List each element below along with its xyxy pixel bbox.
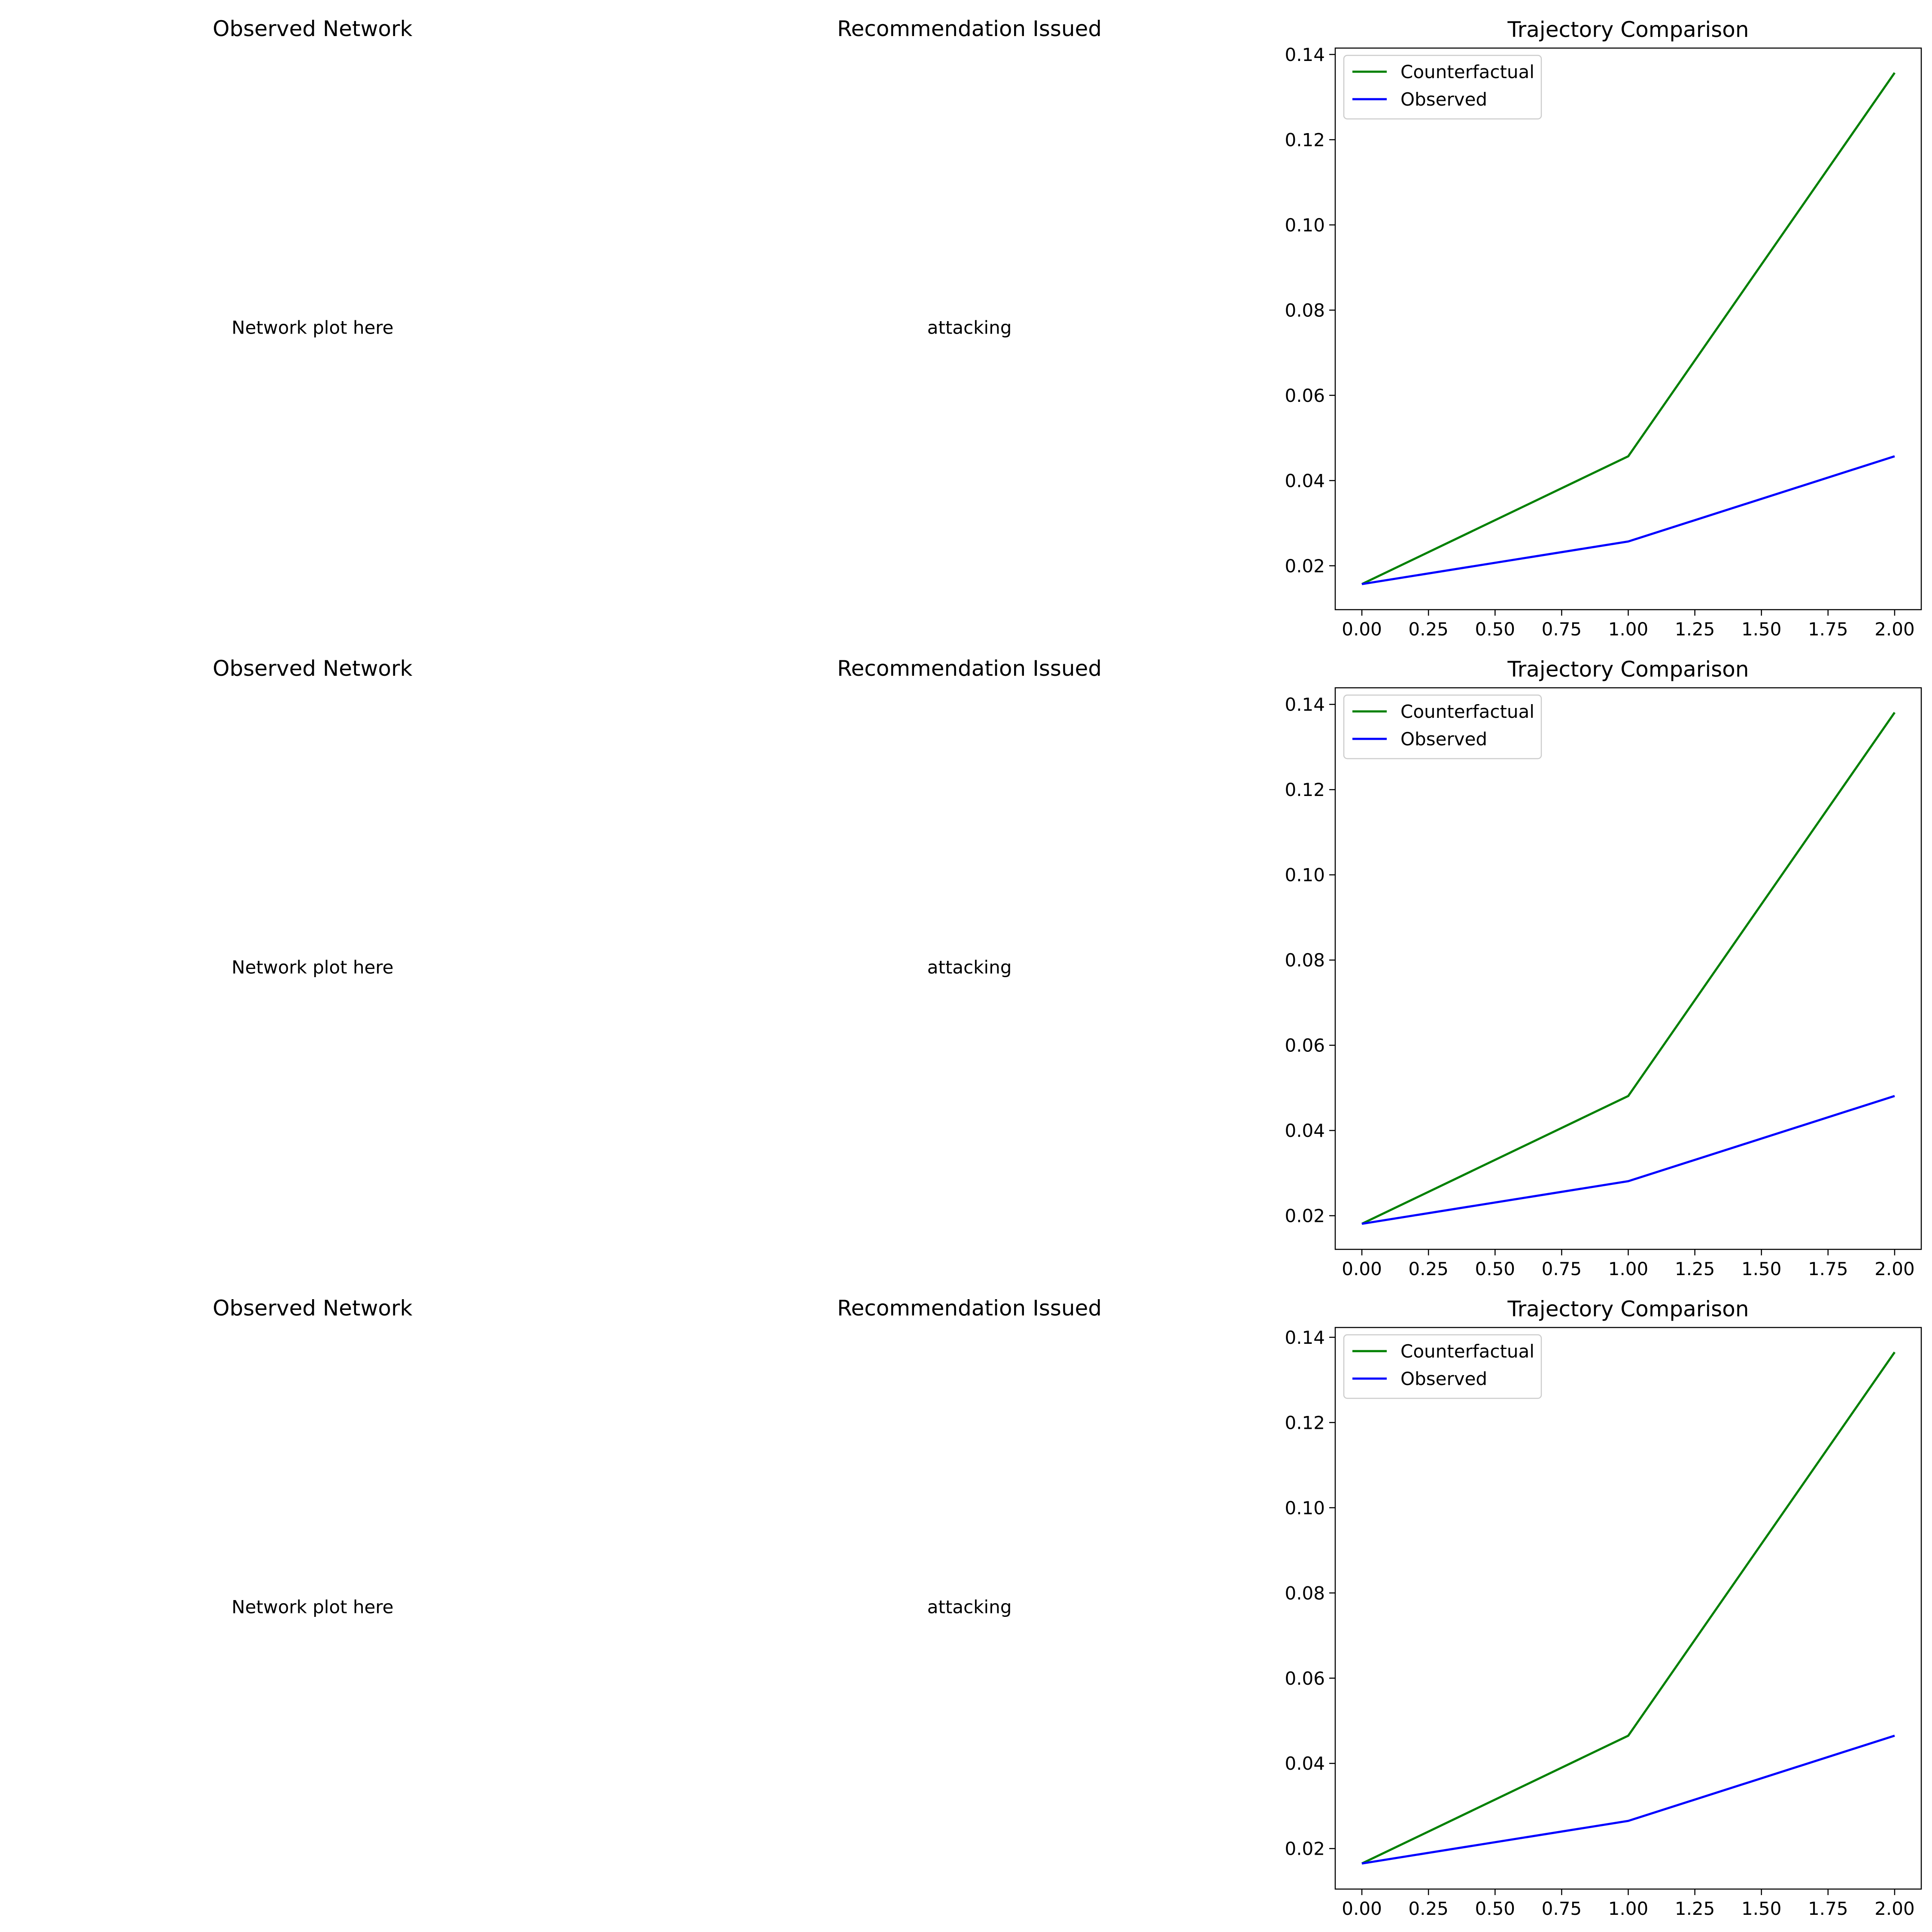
y-tick-label: 0.12 bbox=[1285, 1412, 1325, 1433]
recommendation-text: attacking bbox=[927, 1596, 1012, 1618]
legend-label-counterfactual: Counterfactual bbox=[1400, 701, 1534, 722]
series-line-observed bbox=[1361, 1095, 1895, 1225]
y-tick-label: 0.06 bbox=[1285, 385, 1325, 406]
series-line-counterfactual bbox=[1361, 712, 1896, 1225]
chart-title: Trajectory Comparison bbox=[1507, 1297, 1749, 1321]
y-tick-label: 0.10 bbox=[1285, 865, 1325, 886]
legend-box bbox=[1343, 55, 1542, 120]
legend: Counterfactual Observed bbox=[1343, 55, 1542, 120]
network-panel-title: Observed Network bbox=[213, 1296, 413, 1321]
legend-label-counterfactual: Counterfactual bbox=[1400, 1341, 1534, 1362]
x-tick-label: 1.75 bbox=[1808, 1258, 1848, 1279]
y-tick-label: 0.08 bbox=[1285, 950, 1325, 971]
y-tick-label: 0.02 bbox=[1285, 1206, 1325, 1227]
y-tick-label: 0.02 bbox=[1285, 556, 1325, 577]
y-tick-label: 0.12 bbox=[1285, 129, 1325, 150]
figure-row-2: Observed Network Network plot here Recom… bbox=[0, 640, 1932, 1279]
x-tick-label: 1.50 bbox=[1741, 1898, 1782, 1919]
recommendation-text: attacking bbox=[927, 317, 1012, 338]
y-tick-label: 0.14 bbox=[1285, 694, 1325, 715]
y-tick-label: 0.12 bbox=[1285, 779, 1325, 800]
recommendation-panel-title: Recommendation Issued bbox=[837, 656, 1102, 681]
x-tick-label: 1.25 bbox=[1675, 619, 1715, 640]
x-tick-label: 0.25 bbox=[1408, 1898, 1449, 1919]
plot-area-frame bbox=[1334, 687, 1922, 1250]
legend-label-observed: Observed bbox=[1400, 89, 1487, 110]
trajectory-chart-1: Trajectory Comparison 0.00 0.25 0.50 0.75 1.0… bbox=[1285, 17, 1922, 640]
legend: Counterfactual Observed bbox=[1343, 1334, 1542, 1399]
series-line-counterfactual bbox=[1361, 1352, 1896, 1865]
x-tick-label: 2.00 bbox=[1874, 1258, 1915, 1279]
x-tick-label: 1.00 bbox=[1608, 619, 1649, 640]
x-tick-label: 0.00 bbox=[1342, 1898, 1382, 1919]
plot-area-frame bbox=[1334, 1327, 1922, 1890]
legend: Counterfactual Observed bbox=[1343, 694, 1542, 759]
x-tick-label: 1.50 bbox=[1741, 1258, 1782, 1279]
x-tick-label: 0.00 bbox=[1342, 1258, 1382, 1279]
x-tick-label: 0.50 bbox=[1475, 619, 1516, 640]
recommendation-panel-title: Recommendation Issued bbox=[837, 1296, 1102, 1321]
recommendation-text: attacking bbox=[927, 957, 1012, 978]
x-tick-label: 1.25 bbox=[1675, 1898, 1715, 1919]
x-tick-label: 2.00 bbox=[1874, 619, 1915, 640]
legend-box bbox=[1343, 1334, 1542, 1399]
x-tick-label: 0.50 bbox=[1475, 1898, 1516, 1919]
y-tick-label: 0.06 bbox=[1285, 1035, 1325, 1056]
x-tick-label: 2.00 bbox=[1874, 1898, 1915, 1919]
network-panel-title: Observed Network bbox=[213, 656, 413, 681]
x-tick-label: 0.25 bbox=[1408, 619, 1449, 640]
x-tick-label: 0.25 bbox=[1408, 1258, 1449, 1279]
x-tick-label: 1.75 bbox=[1808, 1898, 1848, 1919]
chart-title: Trajectory Comparison bbox=[1507, 657, 1749, 682]
network-panel-title: Observed Network bbox=[213, 16, 413, 41]
x-tick-label: 1.75 bbox=[1808, 619, 1848, 640]
legend-label-observed: Observed bbox=[1400, 729, 1487, 750]
series-line-counterfactual bbox=[1361, 72, 1896, 585]
network-placeholder-text: Network plot here bbox=[231, 317, 394, 338]
y-tick-label: 0.10 bbox=[1285, 215, 1325, 236]
x-tick-label: 0.75 bbox=[1542, 1258, 1582, 1279]
y-tick-label: 0.14 bbox=[1285, 1327, 1325, 1348]
y-tick-label: 0.04 bbox=[1285, 1753, 1325, 1774]
y-tick-label: 0.10 bbox=[1285, 1498, 1325, 1519]
legend-label-counterfactual: Counterfactual bbox=[1400, 61, 1534, 82]
y-tick-label: 0.08 bbox=[1285, 300, 1325, 321]
y-tick-label: 0.08 bbox=[1285, 1583, 1325, 1604]
network-placeholder-text: Network plot here bbox=[231, 957, 394, 978]
x-tick-label: 0.00 bbox=[1342, 619, 1382, 640]
y-tick-label: 0.02 bbox=[1285, 1838, 1325, 1859]
y-tick-label: 0.04 bbox=[1285, 1120, 1325, 1141]
x-tick-label: 1.00 bbox=[1608, 1898, 1649, 1919]
x-tick-label: 1.00 bbox=[1608, 1258, 1649, 1279]
trajectory-chart-2: Trajectory Comparison 0.00 0.25 0.50 0.75 1.0… bbox=[1285, 657, 1922, 1279]
figure-row-3: Observed Network Network plot here Recom… bbox=[0, 1279, 1932, 1919]
plot-area-frame bbox=[1334, 47, 1922, 611]
series-line-observed bbox=[1361, 455, 1895, 585]
series-line-observed bbox=[1361, 1735, 1895, 1865]
y-tick-label: 0.04 bbox=[1285, 470, 1325, 491]
trajectory-chart-3: Trajectory Comparison 0.00 0.25 0.50 0.75 1.0… bbox=[1285, 1297, 1922, 1919]
recommendation-panel-title: Recommendation Issued bbox=[837, 16, 1102, 41]
y-tick-label: 0.14 bbox=[1285, 44, 1325, 65]
legend-label-observed: Observed bbox=[1400, 1368, 1487, 1389]
x-tick-label: 0.50 bbox=[1475, 1258, 1516, 1279]
x-tick-label: 0.75 bbox=[1542, 1898, 1582, 1919]
x-tick-label: 1.50 bbox=[1741, 619, 1782, 640]
x-tick-label: 1.25 bbox=[1675, 1258, 1715, 1279]
y-tick-label: 0.06 bbox=[1285, 1668, 1325, 1689]
network-placeholder-text: Network plot here bbox=[231, 1596, 394, 1618]
chart-title: Trajectory Comparison bbox=[1507, 17, 1749, 42]
x-tick-label: 0.75 bbox=[1542, 619, 1582, 640]
legend-box bbox=[1343, 694, 1542, 759]
figure-row-1: Observed Network Network plot here Recom… bbox=[0, 0, 1932, 640]
